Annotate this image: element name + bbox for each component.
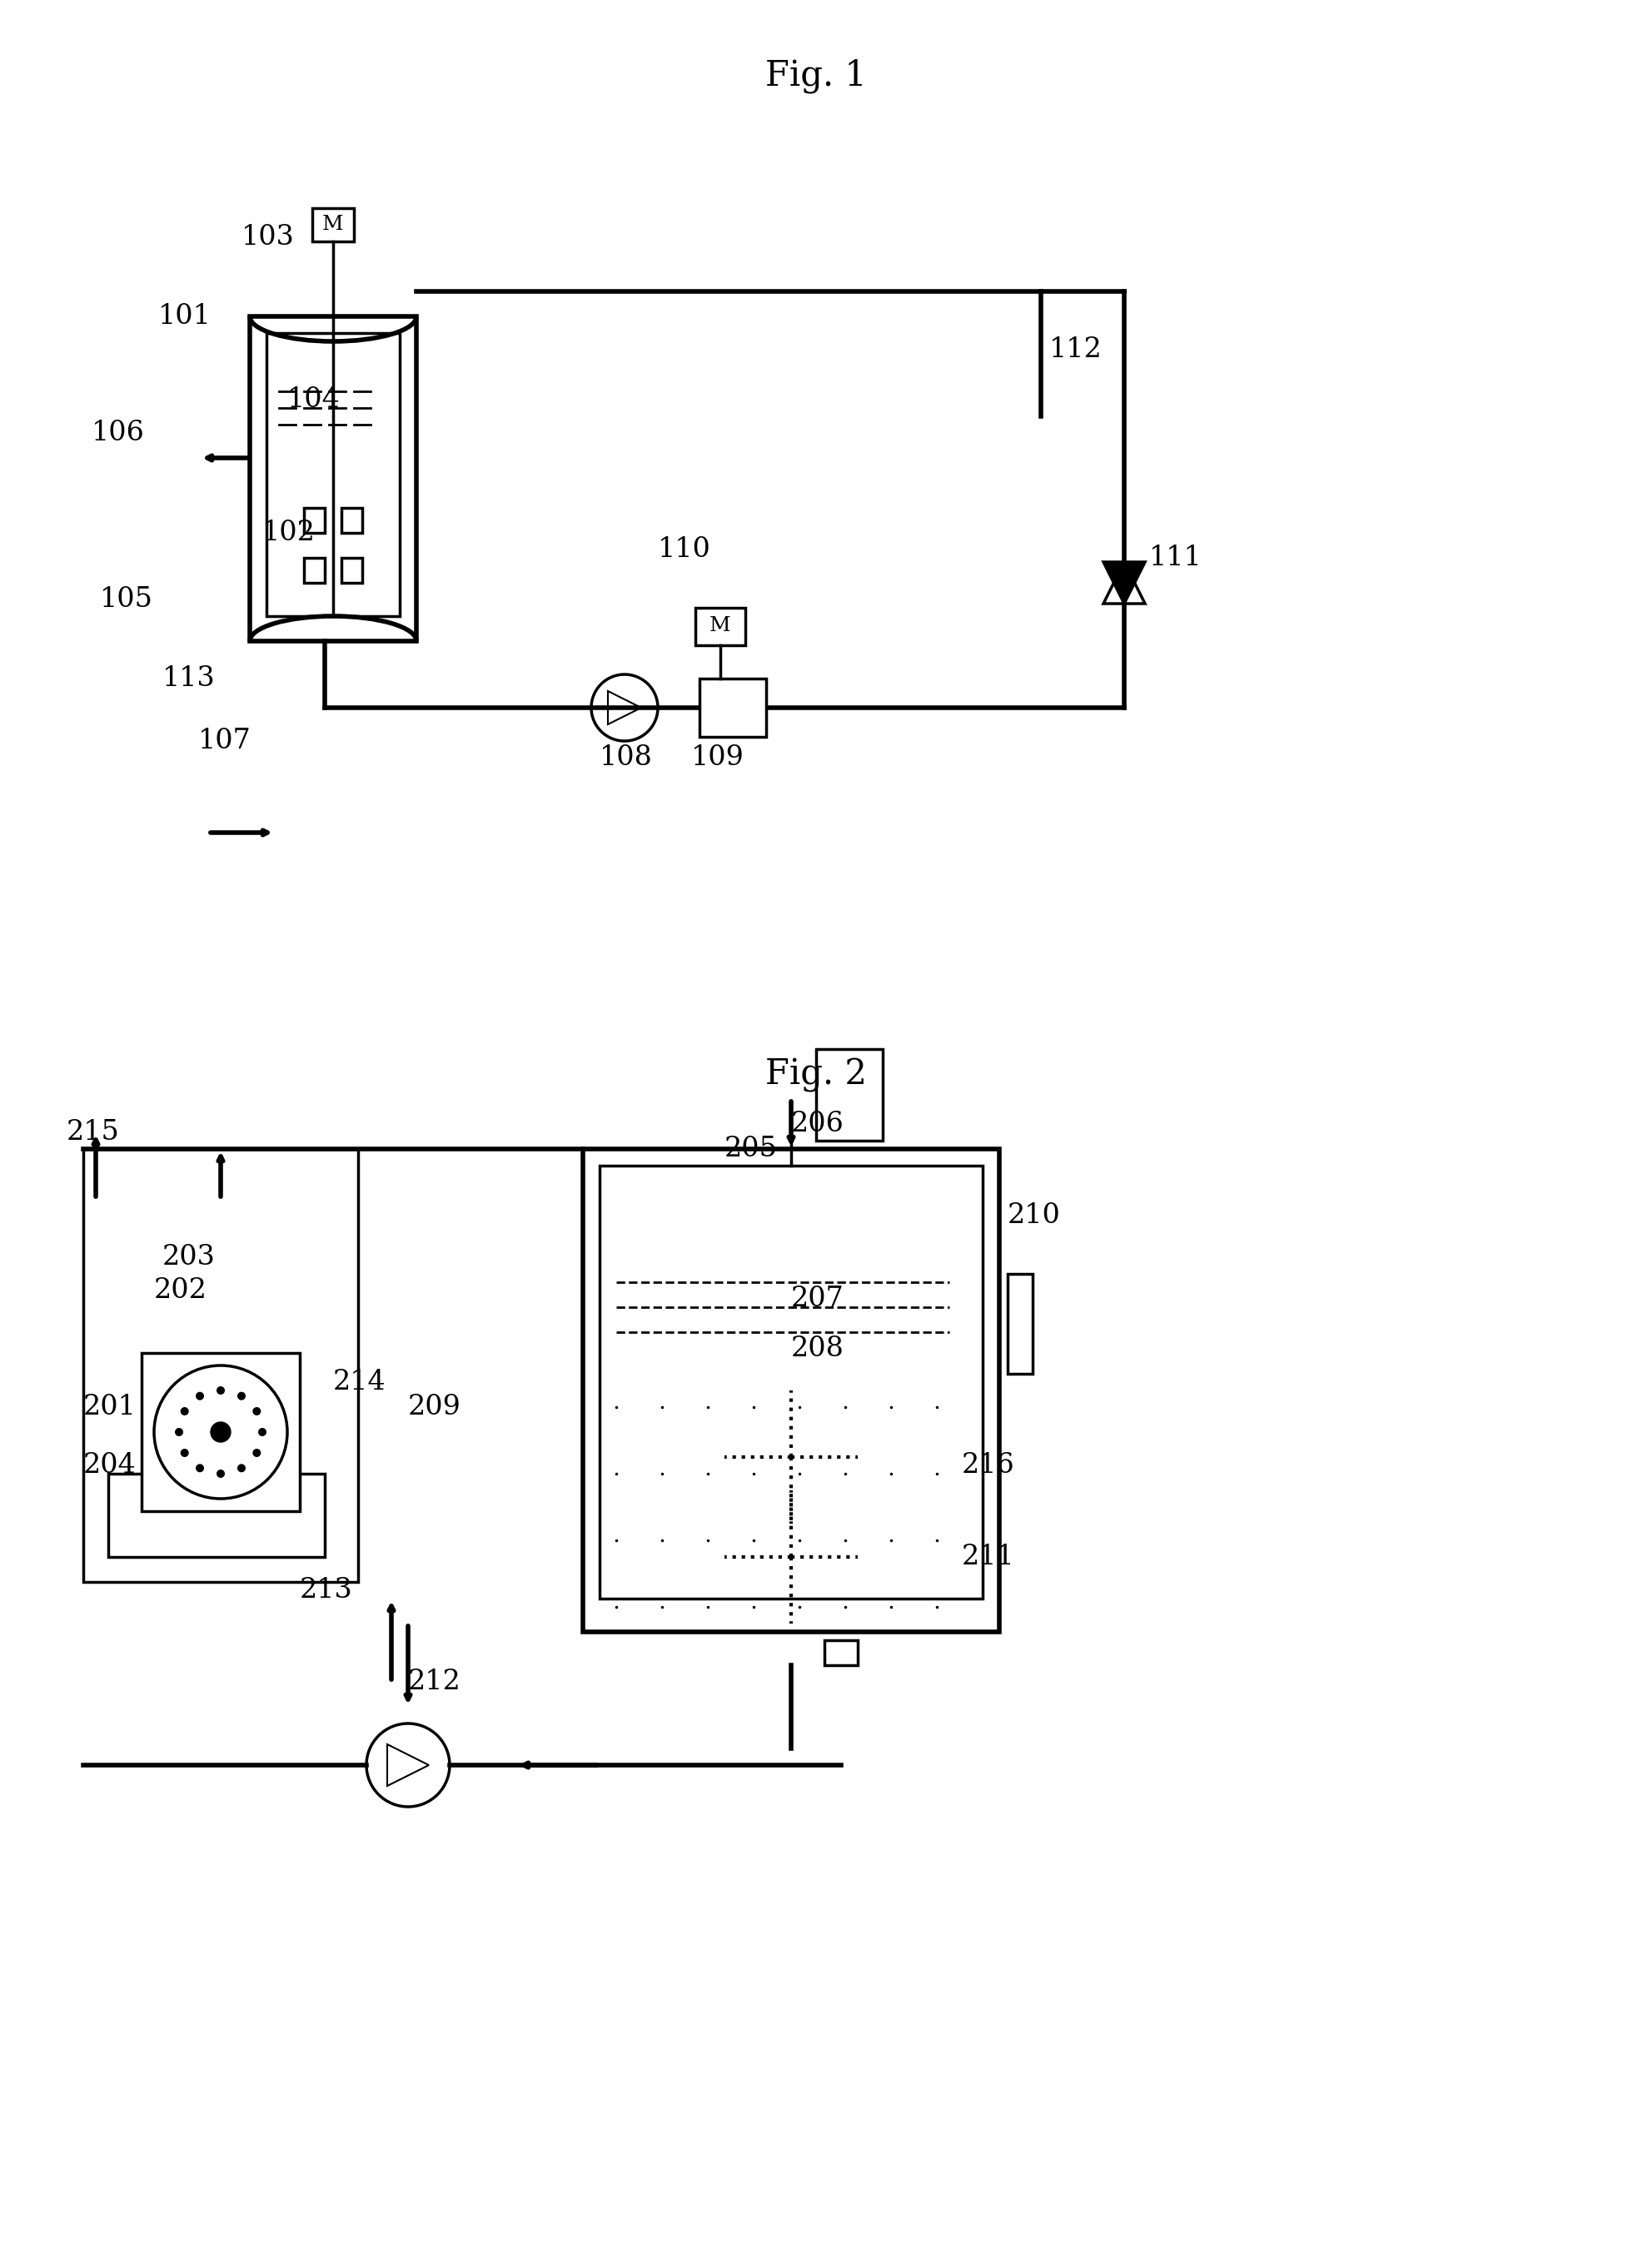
Bar: [1008, 1275, 1032, 1374]
Bar: [341, 558, 363, 583]
Circle shape: [181, 1406, 189, 1415]
Circle shape: [175, 1429, 183, 1436]
Text: 108: 108: [599, 744, 653, 771]
Circle shape: [211, 1422, 230, 1442]
Bar: [108, 1474, 325, 1556]
Bar: [312, 209, 354, 240]
Circle shape: [217, 1470, 225, 1479]
Polygon shape: [1104, 562, 1145, 603]
Circle shape: [196, 1393, 204, 1399]
Text: 203: 203: [162, 1243, 216, 1270]
Circle shape: [258, 1429, 266, 1436]
Text: 215: 215: [67, 1118, 119, 1145]
Circle shape: [196, 1463, 204, 1472]
Text: Fig. 2: Fig. 2: [766, 1057, 867, 1093]
Bar: [341, 508, 363, 533]
Bar: [250, 318, 416, 642]
Text: 204: 204: [83, 1452, 137, 1479]
Circle shape: [237, 1463, 245, 1472]
Bar: [696, 608, 745, 646]
Text: 104: 104: [287, 386, 340, 413]
Text: 105: 105: [100, 585, 154, 612]
Text: 212: 212: [408, 1669, 461, 1694]
Bar: [142, 1354, 300, 1510]
Bar: [266, 333, 400, 617]
Text: 210: 210: [1008, 1202, 1061, 1229]
Circle shape: [253, 1449, 261, 1456]
Text: 107: 107: [198, 728, 251, 755]
Bar: [599, 1166, 983, 1599]
Text: 207: 207: [790, 1286, 844, 1313]
Text: 202: 202: [154, 1277, 207, 1304]
Text: 216: 216: [962, 1452, 1014, 1479]
Bar: [825, 1640, 857, 1665]
Text: 103: 103: [242, 225, 294, 249]
Circle shape: [181, 1449, 189, 1456]
Text: 214: 214: [333, 1370, 385, 1395]
Text: M: M: [322, 215, 345, 234]
Text: 111: 111: [1150, 544, 1202, 572]
Text: M: M: [710, 617, 732, 635]
Text: 109: 109: [691, 744, 745, 771]
Text: Fig. 1: Fig. 1: [766, 59, 867, 93]
Bar: [83, 1150, 358, 1583]
Circle shape: [237, 1393, 245, 1399]
Text: 106: 106: [91, 420, 145, 447]
Text: 211: 211: [962, 1545, 1014, 1569]
Text: 209: 209: [408, 1395, 461, 1420]
Bar: [304, 558, 325, 583]
Text: 113: 113: [162, 665, 216, 692]
Text: 101: 101: [158, 304, 211, 329]
Circle shape: [217, 1386, 225, 1395]
Text: 206: 206: [790, 1111, 844, 1136]
Text: 201: 201: [83, 1395, 137, 1420]
Circle shape: [253, 1406, 261, 1415]
Bar: [699, 678, 766, 737]
Bar: [816, 1050, 883, 1141]
Text: 112: 112: [1050, 336, 1102, 363]
Text: 208: 208: [790, 1336, 844, 1363]
Text: 102: 102: [263, 519, 315, 547]
Bar: [583, 1150, 999, 1633]
Bar: [304, 508, 325, 533]
Text: 205: 205: [725, 1136, 777, 1161]
Text: 213: 213: [300, 1576, 353, 1603]
Text: 110: 110: [658, 535, 710, 562]
